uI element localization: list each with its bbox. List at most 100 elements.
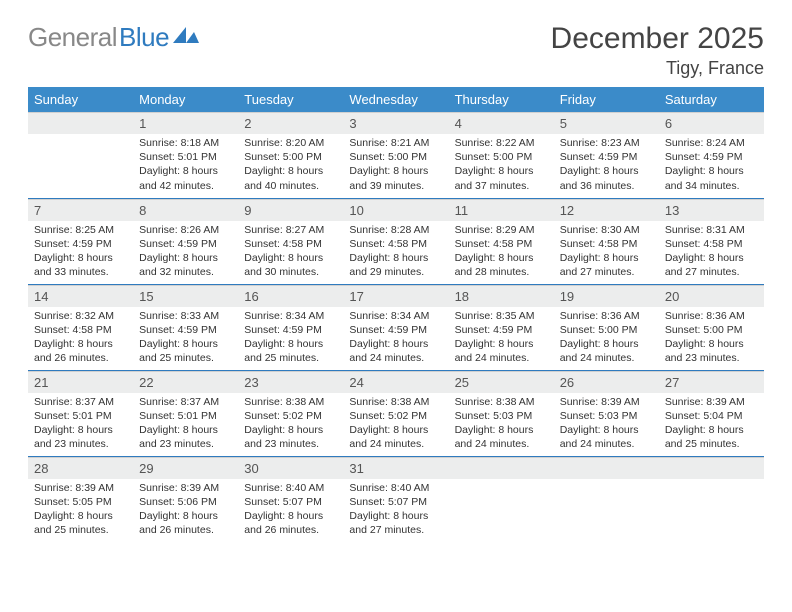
weekday-header: Tuesday <box>238 87 343 112</box>
calendar-cell: 12Sunrise: 8:30 AMSunset: 4:58 PMDayligh… <box>554 198 659 284</box>
calendar-cell <box>449 456 554 542</box>
day-number: 19 <box>554 285 659 307</box>
calendar-cell: 22Sunrise: 8:37 AMSunset: 5:01 PMDayligh… <box>133 370 238 456</box>
day-number-empty <box>554 457 659 479</box>
day-number: 12 <box>554 199 659 221</box>
day-body: Sunrise: 8:30 AMSunset: 4:58 PMDaylight:… <box>554 221 659 284</box>
day-body: Sunrise: 8:29 AMSunset: 4:58 PMDaylight:… <box>449 221 554 284</box>
calendar-cell: 17Sunrise: 8:34 AMSunset: 4:59 PMDayligh… <box>343 284 448 370</box>
day-number: 1 <box>133 112 238 134</box>
calendar-table: SundayMondayTuesdayWednesdayThursdayFrid… <box>28 87 764 542</box>
day-body: Sunrise: 8:18 AMSunset: 5:01 PMDaylight:… <box>133 134 238 197</box>
calendar-cell: 26Sunrise: 8:39 AMSunset: 5:03 PMDayligh… <box>554 370 659 456</box>
day-number: 20 <box>659 285 764 307</box>
day-number: 9 <box>238 199 343 221</box>
day-body: Sunrise: 8:21 AMSunset: 5:00 PMDaylight:… <box>343 134 448 197</box>
day-body: Sunrise: 8:40 AMSunset: 5:07 PMDaylight:… <box>238 479 343 542</box>
calendar-cell: 24Sunrise: 8:38 AMSunset: 5:02 PMDayligh… <box>343 370 448 456</box>
calendar-cell: 7Sunrise: 8:25 AMSunset: 4:59 PMDaylight… <box>28 198 133 284</box>
day-body: Sunrise: 8:35 AMSunset: 4:59 PMDaylight:… <box>449 307 554 370</box>
weekday-header: Saturday <box>659 87 764 112</box>
day-body: Sunrise: 8:36 AMSunset: 5:00 PMDaylight:… <box>554 307 659 370</box>
day-number: 27 <box>659 371 764 393</box>
day-body: Sunrise: 8:39 AMSunset: 5:03 PMDaylight:… <box>554 393 659 456</box>
calendar-cell: 30Sunrise: 8:40 AMSunset: 5:07 PMDayligh… <box>238 456 343 542</box>
day-number: 2 <box>238 112 343 134</box>
calendar-cell: 13Sunrise: 8:31 AMSunset: 4:58 PMDayligh… <box>659 198 764 284</box>
day-number: 25 <box>449 371 554 393</box>
calendar-cell: 14Sunrise: 8:32 AMSunset: 4:58 PMDayligh… <box>28 284 133 370</box>
calendar-cell <box>554 456 659 542</box>
day-body: Sunrise: 8:24 AMSunset: 4:59 PMDaylight:… <box>659 134 764 197</box>
day-number: 4 <box>449 112 554 134</box>
calendar-cell: 16Sunrise: 8:34 AMSunset: 4:59 PMDayligh… <box>238 284 343 370</box>
day-body: Sunrise: 8:34 AMSunset: 4:59 PMDaylight:… <box>343 307 448 370</box>
calendar-cell: 21Sunrise: 8:37 AMSunset: 5:01 PMDayligh… <box>28 370 133 456</box>
day-number: 3 <box>343 112 448 134</box>
day-number: 17 <box>343 285 448 307</box>
calendar-cell: 3Sunrise: 8:21 AMSunset: 5:00 PMDaylight… <box>343 112 448 198</box>
day-body: Sunrise: 8:38 AMSunset: 5:02 PMDaylight:… <box>343 393 448 456</box>
logo-triangle-icon <box>173 25 199 50</box>
calendar-cell: 25Sunrise: 8:38 AMSunset: 5:03 PMDayligh… <box>449 370 554 456</box>
day-body: Sunrise: 8:39 AMSunset: 5:05 PMDaylight:… <box>28 479 133 542</box>
calendar-cell: 10Sunrise: 8:28 AMSunset: 4:58 PMDayligh… <box>343 198 448 284</box>
day-number-empty <box>28 112 133 134</box>
location-label: Tigy, France <box>28 58 764 79</box>
calendar-cell: 15Sunrise: 8:33 AMSunset: 4:59 PMDayligh… <box>133 284 238 370</box>
day-number: 26 <box>554 371 659 393</box>
day-body: Sunrise: 8:34 AMSunset: 4:59 PMDaylight:… <box>238 307 343 370</box>
day-body: Sunrise: 8:22 AMSunset: 5:00 PMDaylight:… <box>449 134 554 197</box>
logo-text-general: General <box>28 22 117 53</box>
calendar-cell: 11Sunrise: 8:29 AMSunset: 4:58 PMDayligh… <box>449 198 554 284</box>
day-body: Sunrise: 8:32 AMSunset: 4:58 PMDaylight:… <box>28 307 133 370</box>
calendar-cell: 6Sunrise: 8:24 AMSunset: 4:59 PMDaylight… <box>659 112 764 198</box>
day-body: Sunrise: 8:40 AMSunset: 5:07 PMDaylight:… <box>343 479 448 542</box>
day-number: 14 <box>28 285 133 307</box>
day-number: 16 <box>238 285 343 307</box>
day-body: Sunrise: 8:37 AMSunset: 5:01 PMDaylight:… <box>133 393 238 456</box>
weekday-header: Thursday <box>449 87 554 112</box>
weekday-header: Monday <box>133 87 238 112</box>
day-body: Sunrise: 8:39 AMSunset: 5:06 PMDaylight:… <box>133 479 238 542</box>
calendar-cell: 19Sunrise: 8:36 AMSunset: 5:00 PMDayligh… <box>554 284 659 370</box>
calendar-cell <box>659 456 764 542</box>
day-body: Sunrise: 8:33 AMSunset: 4:59 PMDaylight:… <box>133 307 238 370</box>
day-number: 13 <box>659 199 764 221</box>
calendar-cell: 20Sunrise: 8:36 AMSunset: 5:00 PMDayligh… <box>659 284 764 370</box>
day-body-empty <box>554 479 659 539</box>
page-title: December 2025 <box>551 22 764 56</box>
calendar-cell: 23Sunrise: 8:38 AMSunset: 5:02 PMDayligh… <box>238 370 343 456</box>
weekday-header: Wednesday <box>343 87 448 112</box>
day-body-empty <box>449 479 554 539</box>
weekday-header: Friday <box>554 87 659 112</box>
calendar-cell <box>28 112 133 198</box>
day-number: 6 <box>659 112 764 134</box>
day-body: Sunrise: 8:39 AMSunset: 5:04 PMDaylight:… <box>659 393 764 456</box>
day-body: Sunrise: 8:38 AMSunset: 5:02 PMDaylight:… <box>238 393 343 456</box>
calendar-cell: 18Sunrise: 8:35 AMSunset: 4:59 PMDayligh… <box>449 284 554 370</box>
day-body: Sunrise: 8:20 AMSunset: 5:00 PMDaylight:… <box>238 134 343 197</box>
logo: GeneralBlue <box>28 22 199 53</box>
day-number: 24 <box>343 371 448 393</box>
calendar-cell: 9Sunrise: 8:27 AMSunset: 4:58 PMDaylight… <box>238 198 343 284</box>
day-body: Sunrise: 8:23 AMSunset: 4:59 PMDaylight:… <box>554 134 659 197</box>
day-number-empty <box>659 457 764 479</box>
day-body-empty <box>28 134 133 194</box>
day-number: 23 <box>238 371 343 393</box>
day-body: Sunrise: 8:37 AMSunset: 5:01 PMDaylight:… <box>28 393 133 456</box>
day-number: 18 <box>449 285 554 307</box>
day-number: 15 <box>133 285 238 307</box>
day-number: 8 <box>133 199 238 221</box>
day-body: Sunrise: 8:26 AMSunset: 4:59 PMDaylight:… <box>133 221 238 284</box>
calendar-cell: 29Sunrise: 8:39 AMSunset: 5:06 PMDayligh… <box>133 456 238 542</box>
calendar-cell: 5Sunrise: 8:23 AMSunset: 4:59 PMDaylight… <box>554 112 659 198</box>
day-number: 7 <box>28 199 133 221</box>
day-body: Sunrise: 8:31 AMSunset: 4:58 PMDaylight:… <box>659 221 764 284</box>
calendar-cell: 27Sunrise: 8:39 AMSunset: 5:04 PMDayligh… <box>659 370 764 456</box>
day-body: Sunrise: 8:28 AMSunset: 4:58 PMDaylight:… <box>343 221 448 284</box>
day-number: 30 <box>238 457 343 479</box>
day-body-empty <box>659 479 764 539</box>
day-number: 21 <box>28 371 133 393</box>
calendar-cell: 2Sunrise: 8:20 AMSunset: 5:00 PMDaylight… <box>238 112 343 198</box>
